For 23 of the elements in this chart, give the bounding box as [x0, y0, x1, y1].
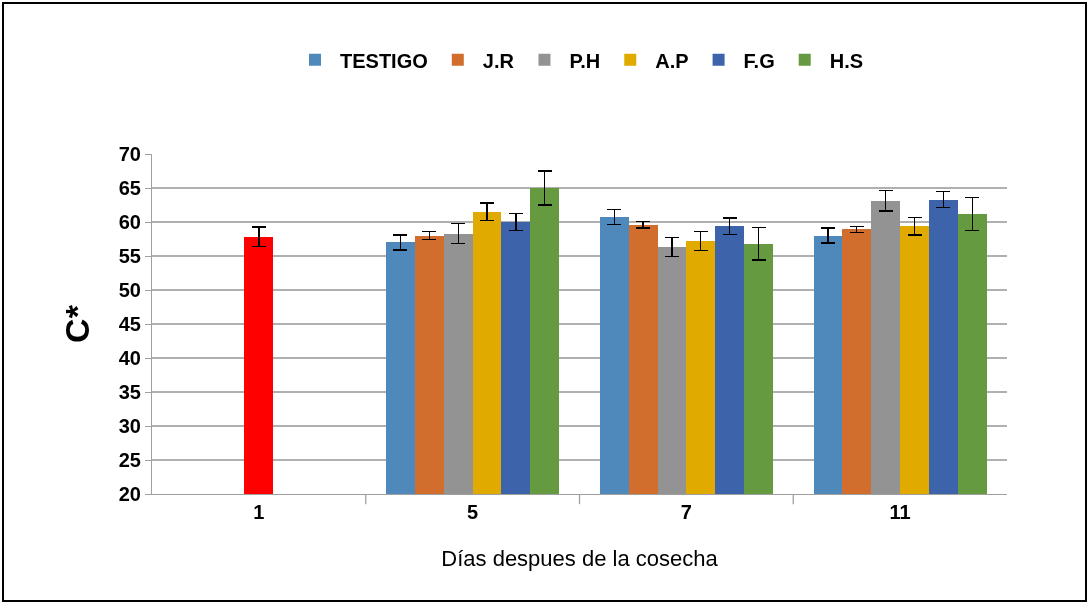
x-tick-label: 7	[680, 501, 692, 523]
legend-label: TESTIGO	[340, 49, 428, 72]
legend-label: A.P	[655, 49, 689, 72]
legend-label: J.R	[482, 49, 515, 72]
x-tick-label: 11	[889, 501, 911, 523]
y-tick-label: 25	[118, 449, 141, 471]
x-tick-label: 5	[467, 501, 479, 523]
y-tick-label: 55	[118, 245, 141, 267]
y-tick-label: 30	[118, 415, 141, 437]
y-tick-label: 70	[118, 143, 141, 165]
y-tick-label: 50	[118, 279, 141, 301]
y-tick-label: 35	[118, 381, 141, 403]
y-tick-label: 45	[118, 313, 141, 335]
legend-label: P.H	[569, 49, 601, 72]
y-tick-label: 65	[118, 177, 141, 199]
legend-label: H.S	[829, 49, 864, 72]
x-tick-label: 1	[253, 501, 265, 523]
y-tick-label: 40	[118, 347, 141, 369]
legend-label: F.G	[743, 49, 775, 72]
y-tick-label: 20	[118, 483, 141, 505]
y-axis-title: C*	[58, 304, 97, 343]
x-axis-title: Días despues de la cosecha	[441, 545, 719, 571]
y-tick-label: 60	[118, 211, 141, 233]
